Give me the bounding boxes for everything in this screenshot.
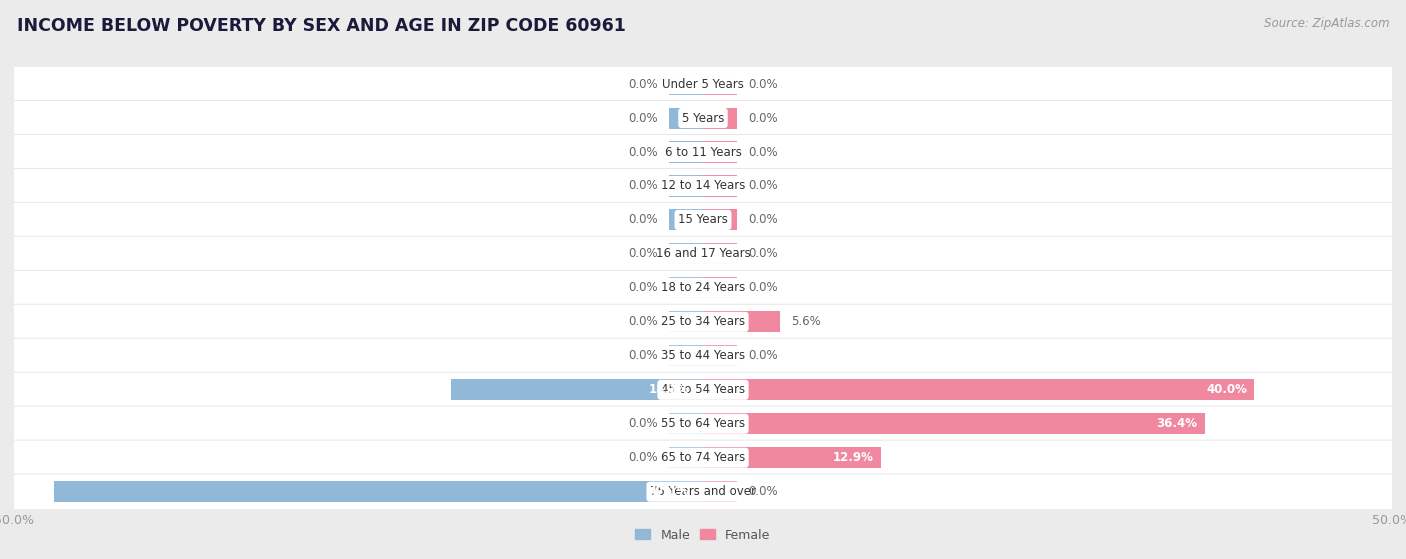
FancyBboxPatch shape (0, 236, 1406, 272)
Text: 47.1%: 47.1% (648, 485, 689, 498)
Bar (703, 141, 738, 163)
Text: INCOME BELOW POVERTY BY SEX AND AGE IN ZIP CODE 60961: INCOME BELOW POVERTY BY SEX AND AGE IN Z… (17, 17, 626, 35)
Bar (669, 176, 703, 197)
Text: 0.0%: 0.0% (628, 451, 658, 464)
FancyBboxPatch shape (0, 474, 1406, 509)
Text: 0.0%: 0.0% (748, 214, 778, 226)
Text: 18.3%: 18.3% (648, 383, 689, 396)
Text: 0.0%: 0.0% (748, 248, 778, 260)
Text: 65 to 74 Years: 65 to 74 Years (661, 451, 745, 464)
FancyBboxPatch shape (0, 270, 1406, 306)
Text: Source: ZipAtlas.com: Source: ZipAtlas.com (1264, 17, 1389, 30)
Bar (669, 107, 703, 129)
FancyBboxPatch shape (0, 134, 1406, 170)
Text: 0.0%: 0.0% (628, 112, 658, 125)
Text: 45 to 54 Years: 45 to 54 Years (661, 383, 745, 396)
Text: 5 Years: 5 Years (682, 112, 724, 125)
Bar (703, 345, 738, 366)
Text: 18 to 24 Years: 18 to 24 Years (661, 281, 745, 295)
Text: 40.0%: 40.0% (1206, 383, 1247, 396)
Text: 0.0%: 0.0% (628, 315, 658, 328)
Bar (703, 176, 738, 197)
Text: 0.0%: 0.0% (748, 78, 778, 91)
Bar (703, 107, 738, 129)
Text: 0.0%: 0.0% (748, 485, 778, 498)
FancyBboxPatch shape (0, 304, 1406, 339)
Text: 12 to 14 Years: 12 to 14 Years (661, 179, 745, 192)
FancyBboxPatch shape (0, 406, 1406, 442)
Bar (703, 311, 780, 333)
Text: 0.0%: 0.0% (628, 349, 658, 362)
Text: 0.0%: 0.0% (628, 281, 658, 295)
Bar (703, 481, 738, 502)
Text: 0.0%: 0.0% (748, 349, 778, 362)
Bar (703, 447, 880, 468)
Text: 0.0%: 0.0% (748, 112, 778, 125)
Bar (703, 74, 738, 94)
FancyBboxPatch shape (0, 372, 1406, 408)
Text: 55 to 64 Years: 55 to 64 Years (661, 417, 745, 430)
Text: 75 Years and over: 75 Years and over (650, 485, 756, 498)
Text: 36.4%: 36.4% (1157, 417, 1198, 430)
Text: 15 Years: 15 Years (678, 214, 728, 226)
Text: 12.9%: 12.9% (832, 451, 875, 464)
Bar (669, 74, 703, 94)
Bar (669, 345, 703, 366)
Text: Under 5 Years: Under 5 Years (662, 78, 744, 91)
FancyBboxPatch shape (0, 440, 1406, 475)
Bar (703, 243, 738, 264)
Text: 0.0%: 0.0% (628, 78, 658, 91)
Text: 0.0%: 0.0% (628, 145, 658, 159)
Bar (703, 379, 1254, 400)
Bar (669, 413, 703, 434)
Bar (669, 243, 703, 264)
Bar (703, 413, 1205, 434)
FancyBboxPatch shape (0, 338, 1406, 373)
Text: 0.0%: 0.0% (628, 417, 658, 430)
Text: 0.0%: 0.0% (748, 281, 778, 295)
Text: 0.0%: 0.0% (628, 248, 658, 260)
Text: 0.0%: 0.0% (748, 179, 778, 192)
Text: 35 to 44 Years: 35 to 44 Years (661, 349, 745, 362)
Text: 6 to 11 Years: 6 to 11 Years (665, 145, 741, 159)
Text: 0.0%: 0.0% (748, 145, 778, 159)
Text: 25 to 34 Years: 25 to 34 Years (661, 315, 745, 328)
FancyBboxPatch shape (0, 202, 1406, 238)
Bar (669, 447, 703, 468)
Text: 5.6%: 5.6% (792, 315, 821, 328)
Bar (53, 481, 703, 502)
Bar (669, 210, 703, 230)
Bar (703, 277, 738, 299)
Bar (669, 311, 703, 333)
Bar (451, 379, 703, 400)
Bar (669, 277, 703, 299)
FancyBboxPatch shape (0, 67, 1406, 102)
Text: 0.0%: 0.0% (628, 179, 658, 192)
Legend: Male, Female: Male, Female (630, 524, 776, 547)
Text: 16 and 17 Years: 16 and 17 Years (655, 248, 751, 260)
Bar (703, 210, 738, 230)
FancyBboxPatch shape (0, 101, 1406, 136)
FancyBboxPatch shape (0, 168, 1406, 203)
Text: 0.0%: 0.0% (628, 214, 658, 226)
Bar (669, 141, 703, 163)
